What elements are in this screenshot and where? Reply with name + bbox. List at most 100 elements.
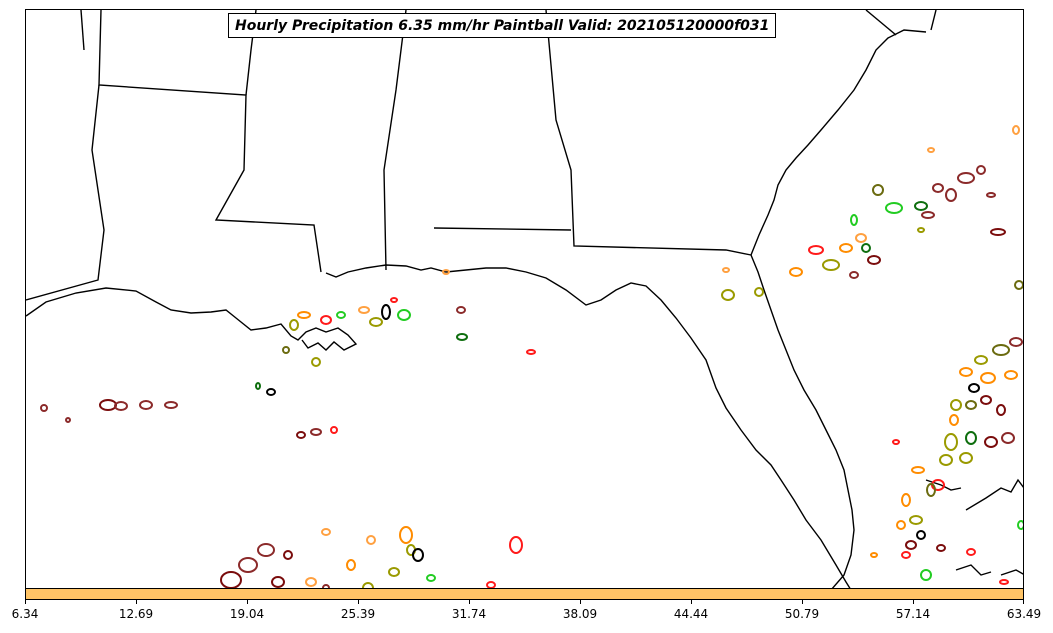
precip-cell [892, 439, 900, 445]
precip-cell [311, 357, 321, 367]
louisiana-coastline [325, 264, 851, 588]
precip-cell [932, 183, 944, 193]
precip-cell [872, 184, 884, 196]
precip-cell [509, 536, 523, 554]
precip-cell [289, 319, 299, 331]
precip-cell [238, 557, 258, 573]
precip-cell [896, 520, 906, 530]
precip-cell [266, 388, 276, 396]
precip-cell [927, 147, 935, 153]
precip-cell [944, 433, 958, 451]
precip-contours [40, 125, 1023, 588]
colorbar-tick-label: 63.49 [1006, 607, 1042, 621]
precip-cell [911, 466, 925, 474]
precip-cell [381, 304, 391, 320]
precip-cell [936, 544, 946, 552]
colorbar-tick [1023, 600, 1024, 604]
precip-cell [1001, 432, 1015, 444]
precip-cell [336, 311, 346, 319]
map-panel [25, 9, 1024, 589]
precip-cell [320, 315, 332, 325]
precip-cell [867, 255, 881, 265]
precip-cell [310, 428, 322, 436]
precip-cell [980, 372, 996, 384]
colorbar-tick [913, 600, 914, 604]
precip-cell [920, 569, 932, 581]
precip-cell [296, 431, 306, 439]
map-canvas [26, 10, 1023, 588]
precip-cell [957, 172, 975, 184]
precip-cell [388, 567, 400, 577]
precip-cell [330, 426, 338, 434]
island-1 [965, 478, 1023, 511]
precip-cell [822, 259, 840, 271]
precip-cell [114, 401, 128, 411]
precip-cell [968, 383, 980, 393]
precip-cell [965, 431, 977, 445]
precip-cell [999, 579, 1009, 585]
precip-cell [65, 417, 71, 423]
precip-cell [426, 574, 436, 582]
colorbar-tick [802, 600, 803, 604]
precip-cell [40, 404, 48, 412]
precip-cell [949, 414, 959, 426]
colorbar-tick [469, 600, 470, 604]
precip-cell [321, 528, 331, 536]
state-border-8 [865, 10, 897, 36]
precip-cell [914, 201, 928, 211]
precip-cell [808, 245, 824, 255]
precip-cell [412, 548, 424, 562]
florida-east-coast [750, 254, 855, 588]
precip-cell [976, 165, 986, 175]
precip-cell [986, 192, 996, 198]
precip-cell [456, 306, 466, 314]
precip-cell [139, 400, 153, 410]
precip-cell [901, 551, 911, 559]
colorbar-tick-label: 50.79 [784, 607, 820, 621]
precip-cell [255, 382, 261, 390]
state-border-9 [930, 10, 937, 31]
precip-cell [442, 269, 450, 275]
precip-cell [861, 243, 871, 253]
state-border-1 [80, 10, 85, 51]
precip-cell [849, 271, 859, 279]
colorbar-tick-label: 6.34 [11, 607, 39, 621]
precip-cell [966, 548, 976, 556]
state-border-6 [545, 10, 752, 256]
precip-cell [721, 289, 735, 301]
state-border-3 [26, 84, 105, 301]
colorbar-tick [136, 600, 137, 604]
precip-cell [839, 243, 853, 253]
precip-cell [358, 306, 370, 314]
precip-cell [305, 577, 317, 587]
map-title: Hourly Precipitation 6.35 mm/hr Paintbal… [235, 17, 770, 34]
island-3 [955, 564, 992, 576]
precip-cell [950, 399, 962, 411]
precip-cell [399, 526, 413, 544]
precip-cell [271, 576, 285, 588]
colorbar-tick [580, 600, 581, 604]
precip-cell [909, 515, 923, 525]
precip-cell [945, 188, 957, 202]
precip-cell [754, 287, 764, 297]
precip-cell [220, 571, 242, 588]
precip-cell [974, 355, 988, 365]
precip-cell [257, 543, 275, 557]
precip-cell [322, 584, 330, 588]
precip-cell [456, 333, 468, 341]
texas-coastline [26, 287, 358, 351]
precip-cell [926, 483, 936, 497]
precip-cell [397, 309, 411, 321]
precip-cell [959, 452, 973, 464]
colorbar-tick [247, 600, 248, 604]
precip-cell [1009, 337, 1023, 347]
colorbar-tick-label: 31.74 [451, 607, 487, 621]
state-border-5 [383, 10, 407, 271]
precip-cell [996, 404, 1006, 416]
precip-cell [297, 311, 311, 319]
precip-cell [164, 401, 178, 409]
state-border-7 [433, 227, 572, 231]
precip-cell [921, 211, 935, 219]
precip-cell [99, 399, 117, 411]
precip-cell [1012, 125, 1020, 135]
